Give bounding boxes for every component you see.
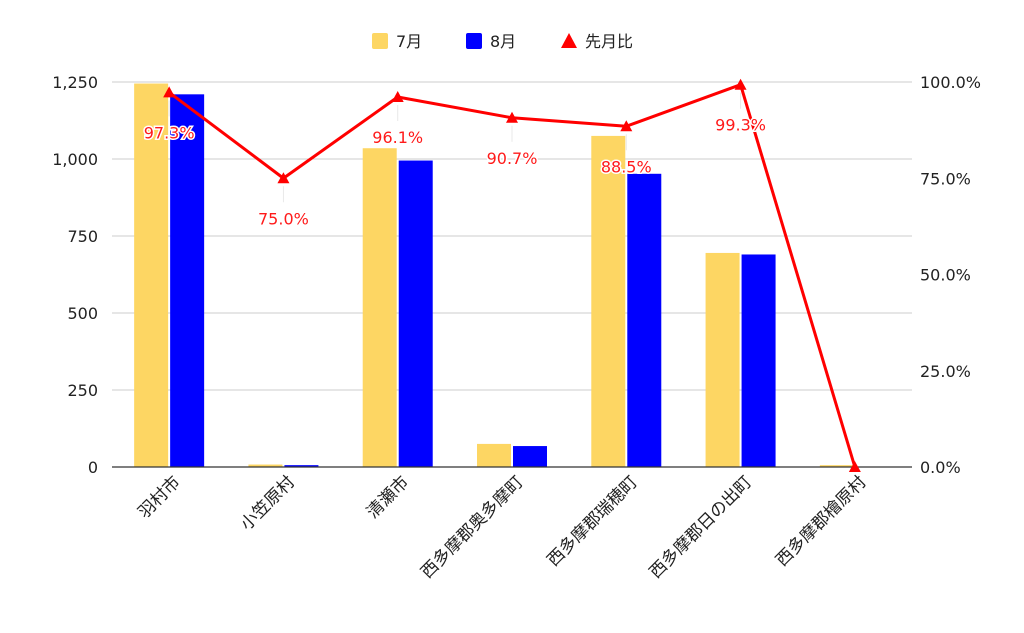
ratio-data-label: 97.3% [144, 123, 195, 142]
bar-8月 [398, 160, 433, 468]
bar-7月 [477, 443, 511, 467]
ratio-data-label: 99.3% [715, 116, 766, 135]
left-y-axis-ticks: 0 250 500 750 1,000 1,250 [52, 73, 98, 477]
bar-8月 [741, 254, 776, 467]
ratio-data-label: 96.1% [372, 128, 423, 147]
x-category-label: 西多摩郡瑞穂町 [544, 472, 642, 570]
x-category-label: 西多摩郡日の出町 [646, 472, 756, 582]
legend-swatch [372, 33, 388, 49]
data-labels: 97.3% 75.0% 96.1% 90.7% 88.5% 99.3% [142, 92, 767, 230]
bar-7月 [819, 465, 854, 467]
triangle-marker [734, 78, 747, 90]
legend-label: 7月 [396, 32, 422, 51]
bar-7月 [362, 148, 397, 467]
legend-triangle-icon [561, 33, 577, 48]
bar-8月 [284, 465, 319, 467]
bar-8月 [170, 94, 205, 467]
triangle-marker [163, 86, 176, 98]
right-y-tick-label: 0.0% [920, 458, 961, 477]
legend-swatch [466, 33, 482, 49]
legend-item: 8月 [466, 32, 516, 51]
left-y-tick-label: 750 [67, 227, 98, 246]
right-y-tick-label: 50.0% [920, 266, 971, 285]
bar-series [134, 83, 854, 468]
triangle-marker [848, 461, 861, 472]
x-category-label: 羽村市 [134, 472, 184, 522]
x-category-label: 西多摩郡奥多摩町 [417, 472, 527, 582]
left-y-tick-label: 1,250 [52, 73, 98, 92]
ratio-data-label: 75.0% [258, 209, 309, 228]
bar-7月 [705, 252, 740, 467]
bar-8月 [627, 173, 662, 467]
triangle-marker [620, 120, 633, 132]
ratio-data-label: 90.7% [487, 149, 538, 168]
triangle-marker [506, 111, 518, 123]
left-y-tick-label: 1,000 [52, 150, 98, 169]
ratio-data-label: 88.5% [601, 157, 652, 176]
left-y-tick-label: 500 [67, 304, 98, 323]
bar-8月 [513, 446, 547, 467]
right-y-axis-ticks: 0.0% 25.0% 50.0% 75.0% 100.0% [920, 73, 981, 477]
x-category-label: 清瀬市 [363, 472, 413, 522]
ratio-line-series [163, 78, 861, 472]
bar-7月 [248, 464, 283, 467]
triangle-marker [391, 91, 404, 103]
legend-item: 先月比 [561, 32, 633, 51]
x-category-label: 西多摩郡檜原村 [771, 472, 870, 571]
x-axis-categories: 羽村市 小笠原村 清瀬市 西多摩郡奥多摩町 西多摩郡瑞穂町 西多摩郡日の出町 西多摩郡檜原村 [134, 472, 870, 583]
left-y-tick-label: 250 [67, 381, 98, 400]
triangle-marker [277, 172, 290, 184]
legend-label: 先月比 [585, 32, 633, 51]
right-y-tick-label: 25.0% [920, 362, 971, 381]
legend-label: 8月 [490, 32, 516, 51]
right-y-tick-label: 100.0% [920, 73, 981, 92]
right-y-tick-label: 75.0% [920, 169, 971, 188]
legend-item: 7月 [372, 32, 422, 51]
bar-7月 [134, 83, 169, 467]
legend: 7月 8月 先月比 [372, 32, 633, 51]
bar-7月 [591, 135, 626, 467]
gridlines [112, 81, 912, 391]
left-y-tick-label: 0 [88, 458, 98, 477]
x-category-label: 小笠原村 [237, 472, 299, 534]
